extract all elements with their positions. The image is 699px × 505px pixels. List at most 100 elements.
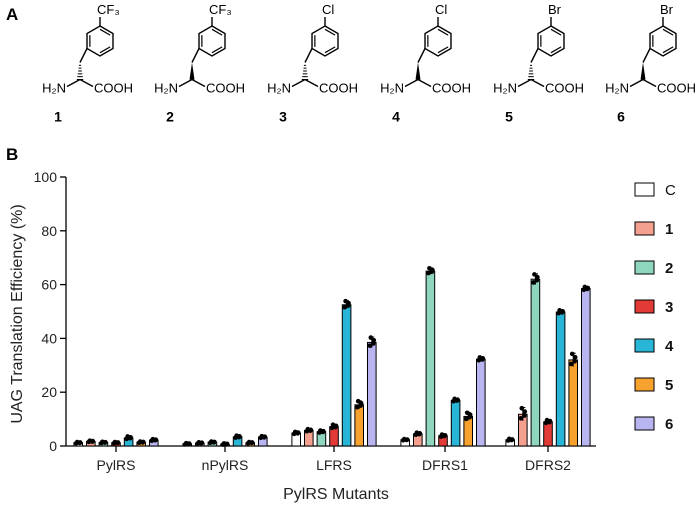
replicate-dot (509, 437, 514, 443)
bar-DFRS2-5 (568, 359, 579, 447)
acid-bond (191, 78, 206, 88)
acid-label: COOH (545, 81, 584, 96)
amine-label: H₂N (267, 81, 291, 96)
structure-3: Cl H₂N COOH 3 (267, 2, 358, 125)
replicate-dot (559, 310, 565, 315)
replicate-dot (186, 441, 191, 447)
legend-swatch-2 (634, 260, 655, 275)
amine-label: H₂N (154, 81, 178, 96)
legend-label-4: 4 (665, 338, 674, 355)
replicate-dot (308, 428, 313, 433)
panel-b-label: B (6, 145, 18, 164)
methylene-bond (79, 48, 88, 63)
replicate-dot (417, 431, 422, 437)
acid-bond (642, 78, 657, 88)
substituent-label: Cl (322, 2, 334, 17)
acid-bond (79, 78, 94, 88)
bar-DFRS1-2 (425, 270, 436, 447)
replicate-dot (572, 354, 578, 360)
compound-number: 5 (505, 109, 513, 125)
replicate-dot (77, 440, 82, 446)
structure-5: Br H₂N COOH 5 (493, 2, 584, 125)
compound-number: 4 (392, 109, 400, 125)
replicate-dot (464, 410, 470, 416)
bar-DFRS2-6 (581, 288, 591, 447)
substituent-label: Br (660, 2, 674, 17)
y-tick-label: 60 (41, 277, 57, 293)
aromatic-bond (437, 28, 449, 36)
aromatic-bond (99, 46, 111, 54)
replicate-dot (345, 303, 351, 308)
y-tick-label: 80 (41, 223, 57, 239)
replicate-dot (518, 415, 524, 421)
aromatic-bond (662, 28, 674, 36)
legend-label-1: 1 (665, 221, 673, 238)
aromatic-bond (324, 28, 336, 36)
replicate-dot (522, 413, 527, 418)
replicate-dot (199, 440, 204, 446)
y-tick-label: 0 (49, 438, 57, 454)
aromatic-bond (211, 46, 223, 54)
replicate-dot (211, 440, 217, 445)
replicate-dot (519, 405, 525, 411)
replicate-dot (224, 441, 229, 447)
legend-label-2: 2 (665, 260, 673, 277)
bar-DFRS2-2 (530, 278, 541, 447)
bar-chart: 0 20 40 60 80 100 PylRS nPylRS LFRS DFRS1 DFRS2 U… (9, 169, 676, 503)
amine-bond (517, 78, 532, 88)
legend-swatch-3 (634, 299, 655, 314)
structure-6: Br H₂N COOH 6 (605, 2, 696, 125)
replicate-dot (262, 435, 267, 440)
methylene-bond (304, 48, 313, 63)
replicate-dot (295, 431, 301, 436)
y-tick-label: 20 (41, 384, 57, 400)
x-tick-label: DFRS1 (422, 457, 468, 473)
acid-label: COOH (206, 81, 245, 96)
replicate-dot (547, 419, 552, 425)
replicate-dot (585, 286, 590, 292)
replicate-dot (532, 272, 537, 277)
acid-bond (304, 78, 319, 88)
solid-wedge (415, 62, 421, 80)
amine-bond (291, 78, 306, 88)
replicate-dot (333, 424, 338, 430)
acid-label: COOH (657, 81, 696, 96)
y-tick-label: 100 (34, 169, 58, 185)
legend-label-3: 3 (665, 299, 673, 316)
replicate-dot (320, 429, 326, 435)
aromatic-bond (437, 46, 449, 54)
legend-label-5: 5 (665, 377, 673, 394)
replicate-dot (236, 434, 242, 440)
y-axis: 0 20 40 60 80 100 (34, 169, 67, 454)
legend-swatch-1 (634, 221, 655, 236)
benzene-ring (311, 25, 339, 57)
bar-LFRS-6 (367, 341, 377, 447)
replicate-dot (102, 440, 108, 445)
compound-number: 2 (166, 109, 174, 125)
benzene-ring (424, 25, 452, 57)
aromatic-bond (99, 28, 111, 36)
acid-label: COOH (432, 81, 471, 96)
x-tick-label: nPylRS (202, 457, 249, 473)
aromatic-bond (324, 46, 336, 54)
replicate-dot (429, 269, 435, 275)
compound-number: 3 (279, 109, 287, 125)
replicate-dot (90, 439, 95, 444)
x-axis-title: PylRS Mutants (283, 486, 389, 503)
replicate-dot (442, 433, 447, 439)
replicate-dot (454, 398, 460, 403)
legend-label-C: C (665, 182, 676, 199)
replicate-dot (569, 351, 575, 357)
acid-bond (530, 78, 545, 88)
replicate-dot (127, 435, 133, 441)
replicate-dot (153, 437, 158, 443)
aromatic-bond (550, 28, 562, 36)
substituent-label: CF₃ (97, 2, 120, 17)
replicate-dot (115, 440, 120, 446)
replicate-dot (572, 358, 577, 364)
amine-bond (404, 78, 419, 88)
structure-1: CF₃ H₂N COOH 1 (42, 2, 133, 125)
bar-LFRS-4 (341, 304, 352, 447)
benzene-ring (86, 25, 114, 57)
